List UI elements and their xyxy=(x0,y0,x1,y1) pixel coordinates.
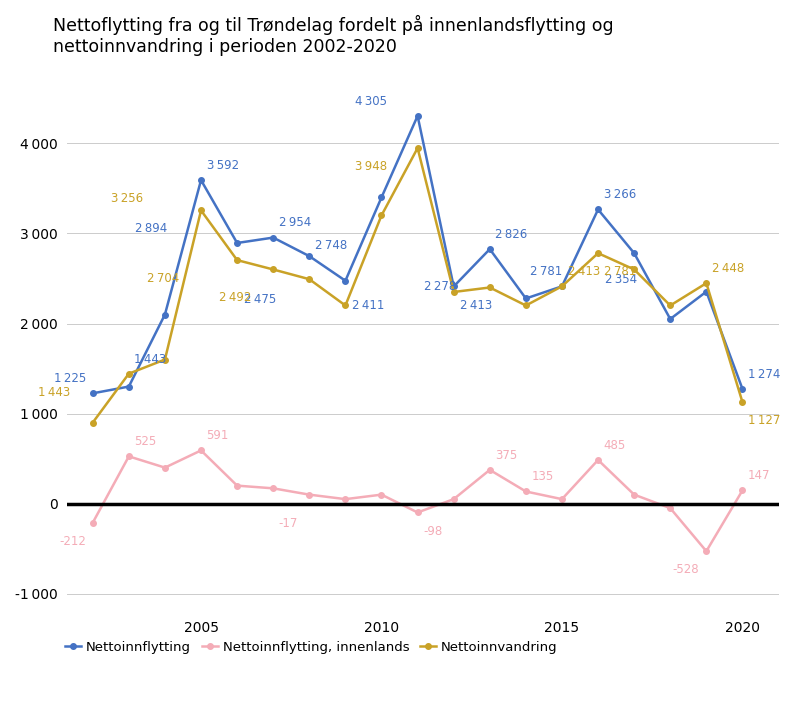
Text: 2 748: 2 748 xyxy=(315,239,347,252)
Nettoinnflytting, innenlands xyxy=(88,518,98,527)
Nettoinnflytting xyxy=(702,287,711,296)
Nettoinnvandring xyxy=(485,283,494,292)
Nettoinnflytting, innenlands xyxy=(160,463,170,472)
Nettoinnvandring xyxy=(305,275,314,284)
Nettoinnflytting xyxy=(88,389,98,398)
Nettoinnflytting xyxy=(666,315,675,324)
Nettoinnflytting, innenlands xyxy=(377,490,386,499)
Nettoinnflytting xyxy=(594,205,603,214)
Text: 2 826: 2 826 xyxy=(495,228,527,241)
Nettoinnvandring xyxy=(521,301,530,310)
Text: 2 413: 2 413 xyxy=(567,265,600,278)
Nettoinnflytting xyxy=(485,245,494,254)
Text: 2 354: 2 354 xyxy=(605,273,637,286)
Nettoinnflytting, innenlands xyxy=(413,508,422,517)
Nettoinnflytting xyxy=(305,252,314,260)
Nettoinnflytting xyxy=(232,238,242,247)
Nettoinnflytting, innenlands xyxy=(449,495,458,504)
Text: 2 704: 2 704 xyxy=(146,273,178,285)
Nettoinnflytting, innenlands xyxy=(196,446,206,455)
Text: 485: 485 xyxy=(604,439,626,452)
Nettoinnflytting xyxy=(377,193,386,202)
Nettoinnvandring xyxy=(557,282,566,291)
Nettoinnflytting, innenlands xyxy=(269,484,278,493)
Line: Nettoinnflytting: Nettoinnflytting xyxy=(90,113,746,396)
Nettoinnflytting xyxy=(630,249,639,257)
Nettoinnflytting, innenlands xyxy=(594,456,603,465)
Text: -98: -98 xyxy=(423,525,442,538)
Nettoinnflytting xyxy=(196,176,206,185)
Text: 147: 147 xyxy=(748,470,770,482)
Nettoinnflytting xyxy=(269,233,278,242)
Nettoinnflytting, innenlands xyxy=(521,487,530,496)
Text: 1 274: 1 274 xyxy=(748,368,780,381)
Text: 2 894: 2 894 xyxy=(135,222,168,235)
Nettoinnflytting xyxy=(557,282,566,291)
Text: 2 781: 2 781 xyxy=(604,265,636,278)
Nettoinnvandring xyxy=(377,211,386,220)
Nettoinnflytting xyxy=(449,282,458,291)
Text: -17: -17 xyxy=(278,518,298,531)
Nettoinnvandring xyxy=(630,265,639,274)
Nettoinnvandring xyxy=(88,418,98,427)
Text: 2 411: 2 411 xyxy=(352,299,384,312)
Nettoinnflytting, innenlands xyxy=(702,547,711,555)
Text: -212: -212 xyxy=(59,535,86,548)
Text: 375: 375 xyxy=(495,449,518,462)
Nettoinnflytting, innenlands xyxy=(557,495,566,504)
Nettoinnflytting, innenlands xyxy=(666,504,675,513)
Nettoinnflytting, innenlands xyxy=(341,495,350,504)
Line: Nettoinnflytting, innenlands: Nettoinnflytting, innenlands xyxy=(90,448,746,554)
Nettoinnvandring xyxy=(413,144,422,153)
Nettoinnvandring xyxy=(666,301,675,310)
Line: Nettoinnvandring: Nettoinnvandring xyxy=(90,145,746,425)
Nettoinnvandring xyxy=(738,398,747,406)
Nettoinnflytting xyxy=(124,382,134,391)
Text: 2 492: 2 492 xyxy=(218,292,251,305)
Text: 2 954: 2 954 xyxy=(278,217,311,230)
Text: 591: 591 xyxy=(206,430,229,442)
Nettoinnflytting, innenlands xyxy=(232,481,242,490)
Text: 3 256: 3 256 xyxy=(110,192,142,205)
Nettoinnvandring xyxy=(160,356,170,364)
Text: 525: 525 xyxy=(134,435,157,449)
Nettoinnflytting, innenlands xyxy=(124,452,134,461)
Nettoinnvandring xyxy=(341,301,350,310)
Nettoinnvandring xyxy=(124,369,134,378)
Nettoinnflytting xyxy=(413,111,422,120)
Nettoinnvandring xyxy=(702,278,711,287)
Text: 1 443: 1 443 xyxy=(38,386,70,399)
Text: 2 475: 2 475 xyxy=(244,293,276,306)
Nettoinnvandring xyxy=(449,288,458,297)
Text: 1 127: 1 127 xyxy=(748,414,780,427)
Text: 135: 135 xyxy=(531,470,554,483)
Text: 2 781: 2 781 xyxy=(530,265,562,278)
Nettoinnvandring xyxy=(196,206,206,214)
Nettoinnflytting xyxy=(738,385,747,393)
Text: 1 443: 1 443 xyxy=(134,353,166,366)
Text: 4 305: 4 305 xyxy=(355,95,387,108)
Text: 2 413: 2 413 xyxy=(460,299,493,312)
Nettoinnflytting, innenlands xyxy=(630,490,639,499)
Text: 2 448: 2 448 xyxy=(712,262,744,275)
Nettoinnflytting, innenlands xyxy=(485,465,494,474)
Text: 2 278: 2 278 xyxy=(424,280,457,293)
Nettoinnvandring xyxy=(269,265,278,274)
Nettoinnflytting xyxy=(160,310,170,319)
Legend: Nettoinnflytting, Nettoinnflytting, innenlands, Nettoinnvandring: Nettoinnflytting, Nettoinnflytting, inne… xyxy=(60,635,563,659)
Nettoinnflytting xyxy=(341,276,350,285)
Text: 1 225: 1 225 xyxy=(54,372,86,385)
Text: 3 266: 3 266 xyxy=(604,188,636,201)
Text: -528: -528 xyxy=(673,563,699,577)
Nettoinnflytting xyxy=(521,294,530,303)
Text: Nettoflytting fra og til Trøndelag fordelt på innenlandsflytting og
nettoinnvand: Nettoflytting fra og til Trøndelag forde… xyxy=(54,15,614,56)
Nettoinnflytting, innenlands xyxy=(305,490,314,499)
Nettoinnvandring xyxy=(594,249,603,257)
Nettoinnflytting, innenlands xyxy=(738,486,747,495)
Text: 3 948: 3 948 xyxy=(355,160,387,173)
Nettoinnvandring xyxy=(232,256,242,265)
Text: 3 592: 3 592 xyxy=(206,159,238,172)
